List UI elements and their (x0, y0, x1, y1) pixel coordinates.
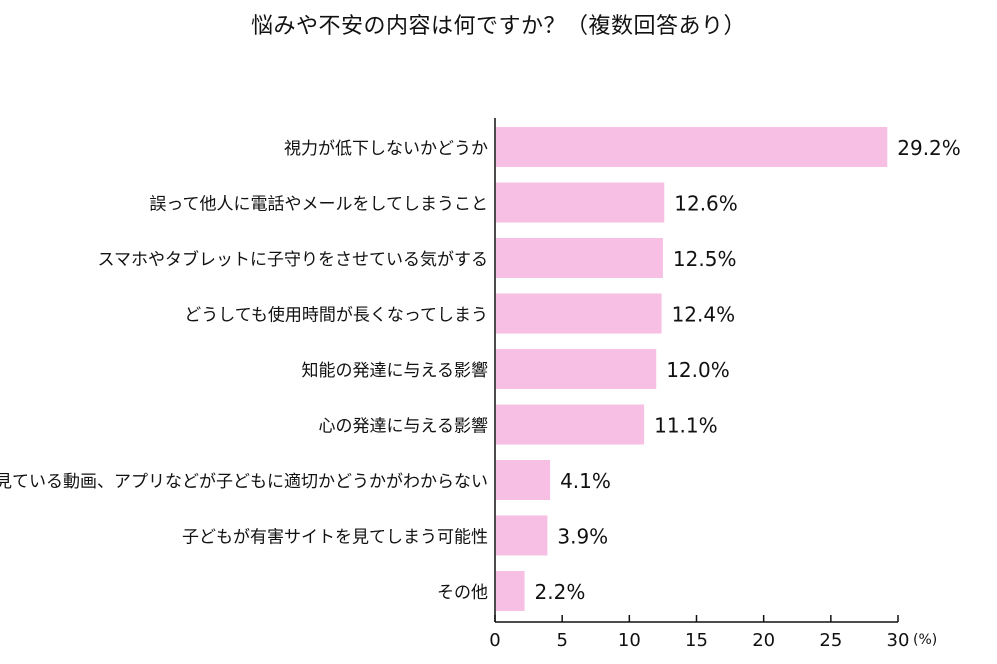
x-tick-label: 0 (489, 630, 500, 651)
data-label: 2.2% (535, 580, 586, 604)
category-label: 知能の発達に与える影響 (302, 361, 489, 381)
bar (496, 404, 645, 445)
x-tick-label: 5 (556, 630, 567, 651)
x-tick-label: 20 (752, 630, 775, 651)
x-tick-label: 30 (887, 630, 910, 651)
x-tick-label: 10 (618, 630, 641, 651)
data-label: 29.2% (897, 136, 961, 160)
bar (496, 182, 665, 223)
category-label: スマホやタブレットに子守りをさせている気がする (98, 249, 489, 270)
category-label: 心の発達に与える影響 (319, 417, 489, 437)
data-label: 12.6% (674, 192, 738, 216)
x-tick-label: 15 (685, 630, 708, 651)
data-label: 3.9% (557, 525, 608, 549)
data-label: 11.1% (654, 414, 718, 438)
x-axis-unit: (%) (913, 632, 937, 648)
category-label: 誤って他人に電話やメールをしてしまうこと (149, 195, 488, 215)
bar (496, 238, 663, 278)
data-label: 4.1% (560, 469, 611, 493)
bar (496, 571, 525, 611)
chart-title: 悩みや不安の内容は何ですか？（複数回答あり） (250, 14, 746, 39)
data-label: 12.0% (666, 358, 730, 382)
bar (496, 293, 662, 334)
category-label: 子どもが有害サイトを見てしまう可能性 (182, 528, 488, 548)
category-label: 見ている動画、アプリなどが子どもに適切かどうかがわからない (0, 472, 488, 492)
x-tick-label: 25 (819, 630, 842, 651)
bar (496, 127, 888, 167)
category-label: どうしても使用時間が長くなってしまう (184, 305, 488, 326)
data-label: 12.4% (672, 303, 736, 327)
data-label: 12.5% (673, 247, 737, 271)
category-label: その他 (437, 583, 488, 603)
bar (496, 349, 657, 389)
category-label: 視力が低下しないかどうか (284, 139, 488, 159)
bar (496, 515, 548, 556)
bar (496, 460, 551, 500)
